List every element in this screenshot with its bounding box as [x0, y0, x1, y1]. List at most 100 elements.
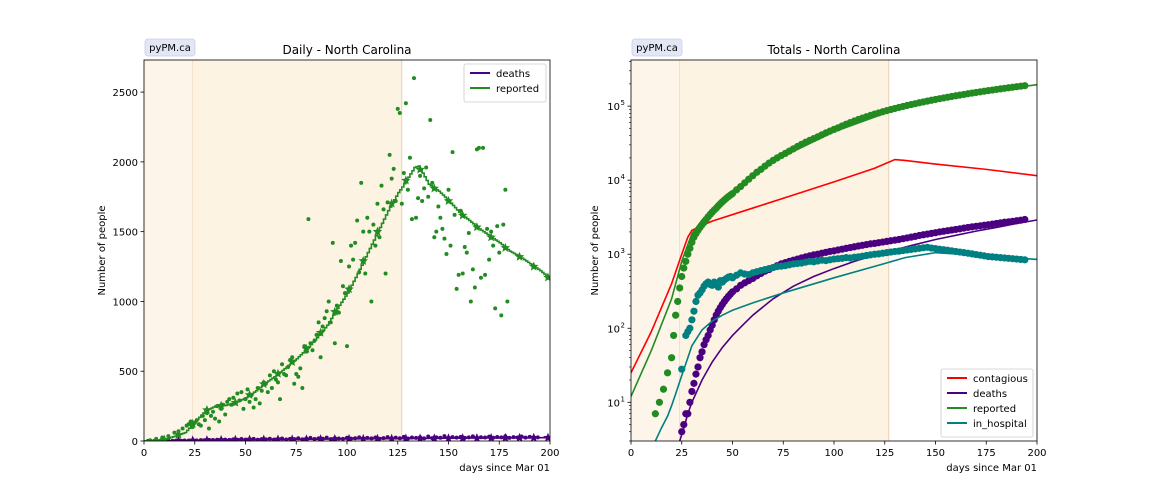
reported-point	[1021, 82, 1029, 90]
reported-point	[363, 271, 368, 276]
reported-point	[434, 229, 439, 234]
reported-point	[462, 245, 467, 250]
deaths-point	[535, 435, 540, 440]
deaths-point	[495, 434, 500, 439]
reported-star-point	[386, 198, 397, 208]
reported-point	[379, 183, 384, 188]
deaths-point	[198, 438, 203, 441]
in_hospital-point	[692, 297, 700, 306]
reported-point	[470, 267, 475, 272]
reported-point	[253, 397, 258, 402]
deaths-point	[442, 434, 447, 439]
x-tick-label: 75	[290, 448, 303, 459]
reported-point	[243, 397, 248, 402]
reported-point	[245, 387, 250, 392]
reported-point	[286, 365, 291, 370]
x-tick-label: 200	[1027, 448, 1046, 459]
reported-point	[460, 271, 465, 276]
deaths-point	[275, 437, 280, 441]
deaths-point	[454, 435, 459, 440]
reported-point	[464, 250, 469, 255]
reported-point	[255, 385, 260, 390]
deaths-point	[328, 437, 333, 441]
deaths-point	[491, 435, 496, 440]
reported-star-point	[514, 251, 525, 261]
deaths-point	[284, 437, 289, 441]
deaths-point	[312, 437, 317, 441]
x-axis-label: days since Mar 01	[946, 463, 1037, 474]
reported-point	[308, 341, 313, 346]
deaths-point	[174, 438, 179, 441]
reported-point	[290, 355, 295, 360]
deaths-point	[194, 438, 199, 441]
reported-point	[503, 187, 508, 192]
deaths-point	[381, 436, 386, 441]
deaths-point	[446, 436, 451, 441]
reported-point	[428, 118, 433, 123]
reported-point	[395, 106, 400, 111]
reported-point	[355, 218, 360, 223]
reported-point	[391, 166, 396, 171]
deaths-point	[393, 435, 398, 440]
reported-point	[440, 226, 445, 231]
reported-star-point	[443, 195, 454, 206]
reported-star-point	[500, 242, 511, 252]
reported-point	[318, 355, 323, 360]
reported-point	[269, 385, 274, 390]
reported-point	[418, 173, 423, 178]
deaths-point	[288, 436, 293, 441]
reported-point	[328, 320, 333, 325]
deaths-point	[478, 435, 483, 440]
legend-label: reported	[973, 404, 1016, 415]
deaths-point	[434, 435, 439, 440]
reported-point	[190, 425, 195, 430]
deaths-point	[385, 435, 390, 440]
deaths-star-point	[486, 432, 496, 441]
reported-point	[663, 369, 672, 377]
deaths-point	[361, 437, 366, 441]
reported-point	[271, 369, 276, 374]
deaths-point	[373, 435, 378, 440]
reported-point	[211, 409, 216, 414]
deaths-point	[316, 436, 321, 441]
deaths-point	[365, 435, 370, 440]
reported-star-point	[301, 343, 312, 353]
reported-point	[456, 272, 461, 277]
reported-point	[208, 413, 213, 418]
y-tick-exponent: 5	[621, 99, 625, 107]
y-tick-label: 1500	[113, 228, 138, 239]
deaths-point	[470, 434, 475, 439]
reported-point	[436, 204, 441, 209]
reported-point	[340, 284, 345, 289]
reported-point	[491, 243, 496, 248]
reported-point	[424, 165, 429, 170]
x-tick-label: 100	[824, 448, 843, 459]
y-tick-label: 500	[119, 367, 138, 378]
reported-star-point	[372, 226, 383, 236]
reported-point	[444, 251, 449, 256]
reported-point	[422, 186, 427, 191]
legend-label: contagious	[973, 374, 1028, 385]
deaths-point	[267, 436, 272, 441]
reported-point	[204, 411, 209, 416]
reported-point	[198, 423, 203, 428]
reported-point	[194, 418, 199, 423]
reported-point	[257, 401, 262, 406]
reported-point	[249, 392, 254, 397]
reported-point	[332, 341, 337, 346]
reported-point	[680, 264, 688, 272]
deaths-point	[397, 436, 402, 441]
deaths-point	[215, 437, 220, 441]
x-tick-label: 150	[439, 448, 458, 459]
deaths-star-point	[457, 433, 468, 441]
reported-star-point	[472, 222, 482, 232]
reported-star-point	[244, 389, 255, 399]
series-deaths	[678, 215, 1037, 441]
reported-point	[393, 198, 398, 203]
deaths-point	[182, 438, 187, 441]
deaths-star-point	[372, 433, 383, 441]
deaths-point	[418, 435, 423, 440]
y-tick-exponent: 2	[621, 321, 625, 329]
reported-point	[481, 145, 486, 150]
reported-star-point	[202, 405, 212, 415]
